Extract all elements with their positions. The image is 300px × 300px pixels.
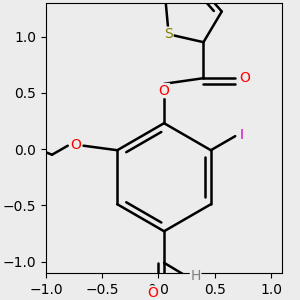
Text: H: H bbox=[190, 269, 201, 283]
Text: O: O bbox=[159, 84, 170, 98]
Text: O: O bbox=[147, 286, 158, 300]
Text: O: O bbox=[240, 71, 250, 85]
Text: S: S bbox=[164, 27, 173, 41]
Text: O: O bbox=[70, 138, 81, 152]
Text: I: I bbox=[240, 128, 244, 142]
